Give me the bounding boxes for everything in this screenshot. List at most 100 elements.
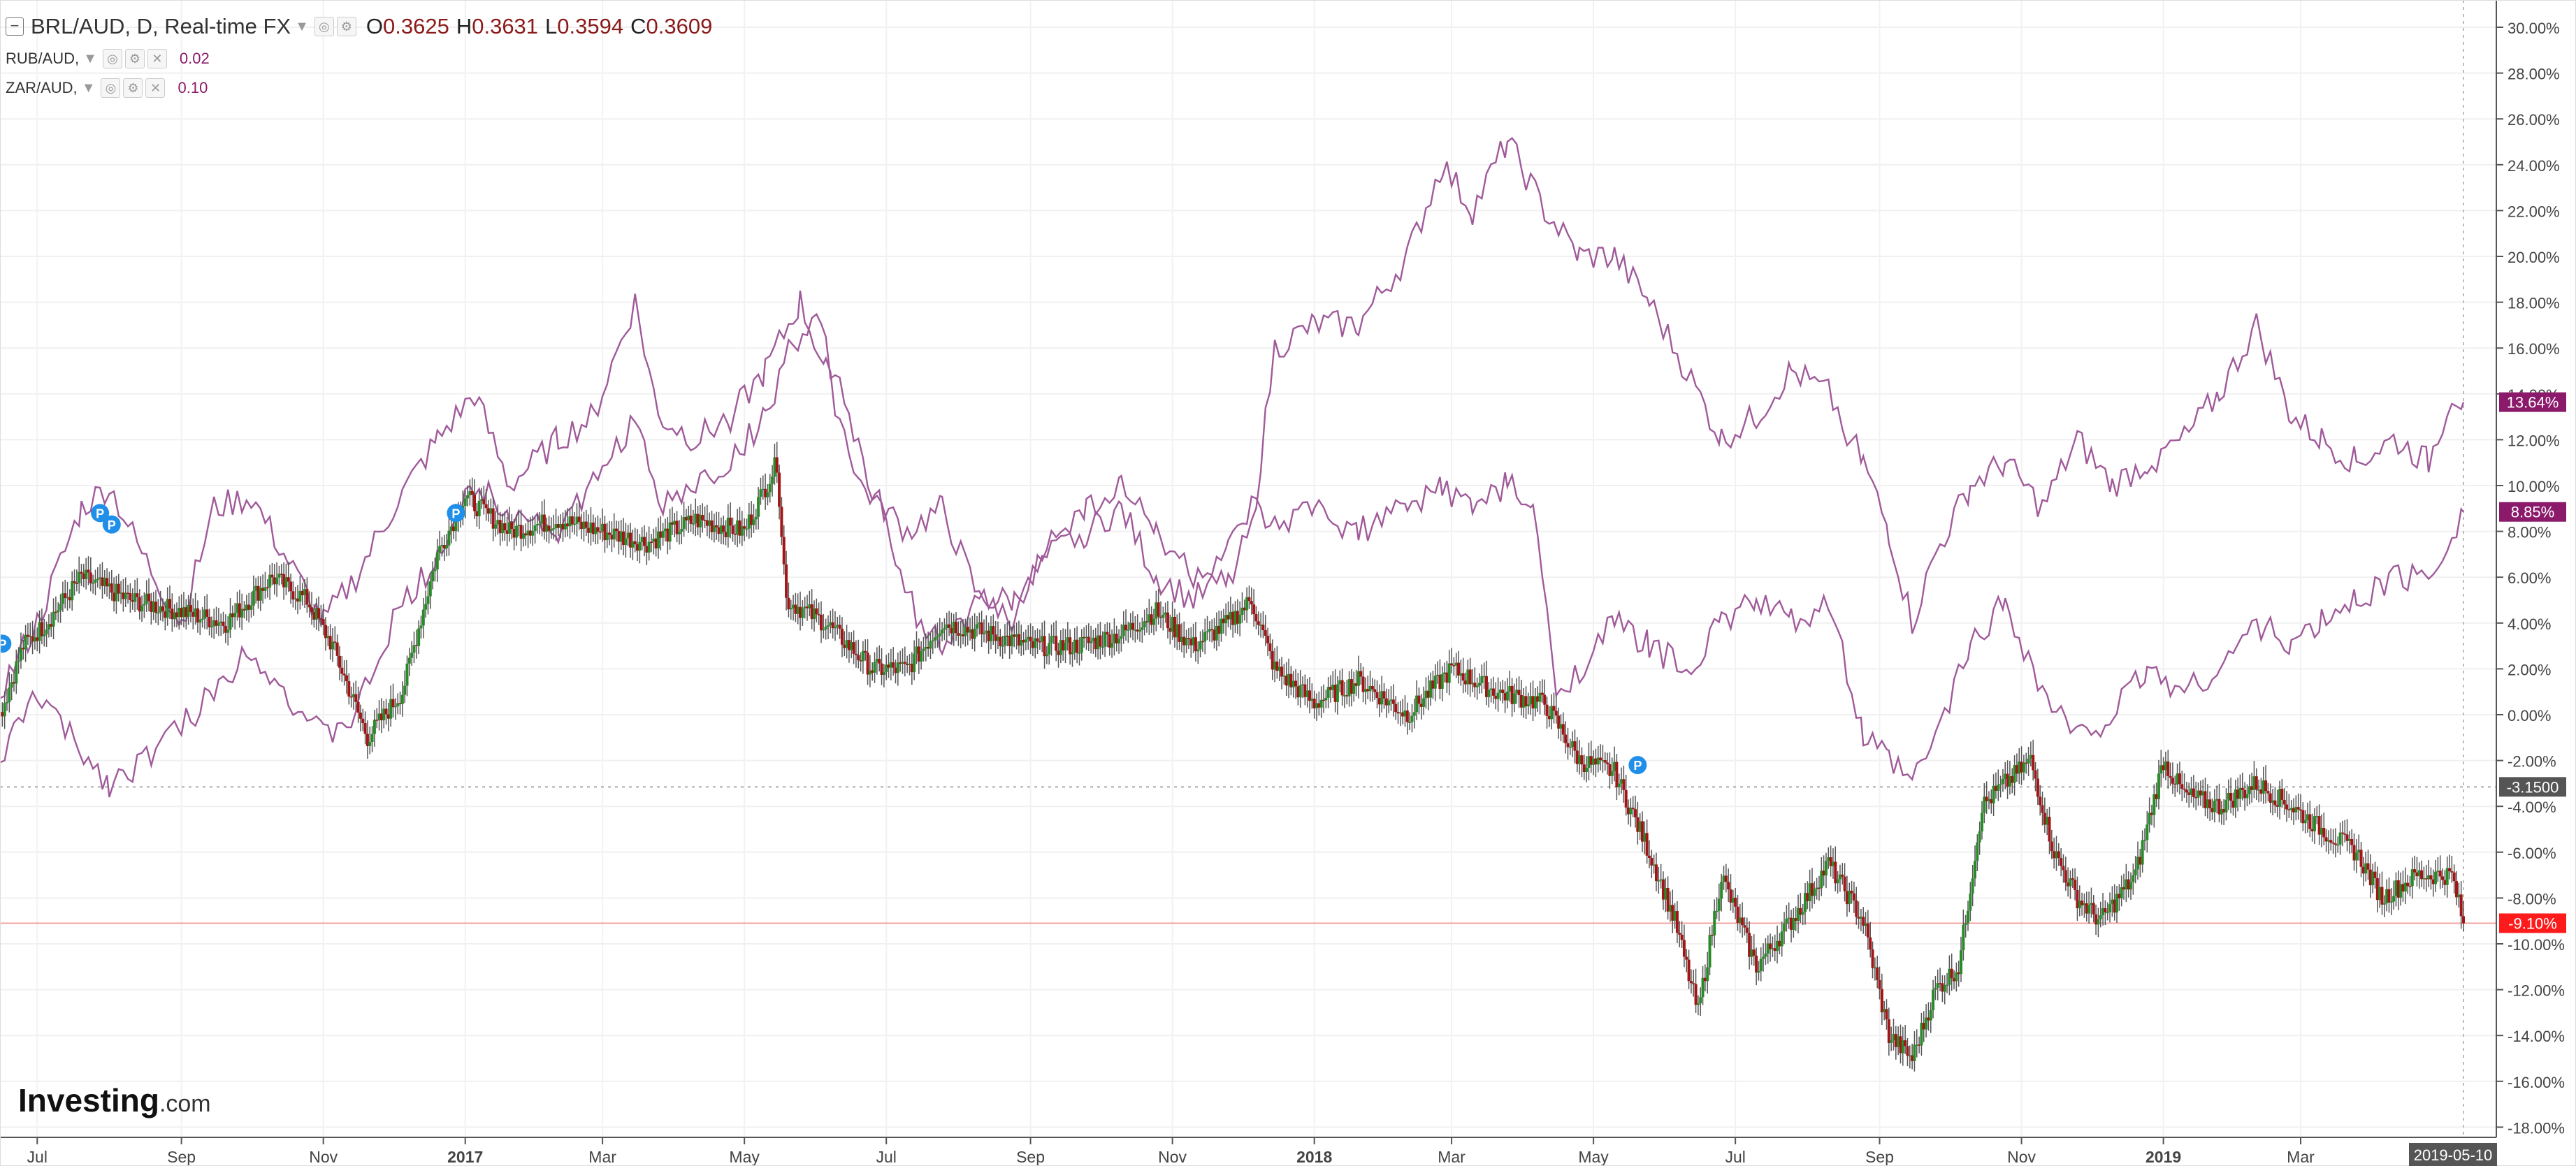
candle-body	[1384, 698, 1388, 706]
legend-zar-symbol[interactable]: ZAR/AUD,	[6, 79, 78, 96]
legend-low-value: 0.3594	[557, 14, 624, 38]
candle-body	[1918, 1044, 1921, 1046]
candle-body	[1148, 614, 1151, 622]
chevron-down-icon[interactable]: ▼	[83, 50, 97, 66]
candle-body	[1003, 635, 1006, 646]
y-tick-label: 18.00%	[2508, 295, 2560, 312]
candle-body	[1408, 722, 1412, 724]
eye-icon[interactable]: ◎	[102, 49, 122, 68]
candle-body	[2387, 889, 2391, 903]
candle-body	[1620, 779, 1623, 784]
candle-body	[1794, 918, 1797, 921]
y-tick-label: 4.00%	[2508, 615, 2551, 633]
logo-suffix: .com	[159, 1091, 211, 1117]
legend-main-symbol[interactable]: BRL/AUD, D, Real-time FX	[31, 14, 291, 38]
candle-body	[1589, 756, 1593, 765]
candle-body	[2333, 843, 2337, 845]
close-icon[interactable]: ✕	[145, 78, 166, 98]
candle-body	[2092, 903, 2095, 914]
candle-body	[131, 599, 134, 602]
candle-body	[1515, 690, 1519, 694]
candle-body	[1099, 635, 1102, 647]
candle-body	[29, 636, 32, 638]
eye-icon[interactable]: ◎	[314, 17, 334, 36]
candle-body	[236, 603, 239, 613]
close-icon[interactable]: ✕	[147, 49, 167, 68]
candle-body	[1171, 616, 1174, 632]
candle-body	[1943, 985, 1946, 992]
candle-body	[638, 541, 642, 551]
candle-body	[59, 604, 62, 611]
candle-body	[1636, 817, 1640, 832]
candle-body	[1333, 685, 1337, 702]
candle-body	[1790, 917, 1793, 930]
collapse-icon[interactable]: −	[6, 17, 24, 36]
settings-icon[interactable]: ⚙	[123, 78, 143, 98]
candle-body	[2429, 875, 2433, 880]
candle-body	[1848, 890, 1851, 905]
candle-body	[1356, 671, 1360, 686]
candle-body	[1824, 861, 1828, 876]
candle-body	[426, 596, 430, 604]
candle-body	[601, 523, 605, 532]
candle-body	[1127, 629, 1130, 631]
candle-body	[45, 629, 48, 634]
chevron-down-icon[interactable]: ▼	[295, 18, 309, 34]
candle-body	[1308, 690, 1312, 701]
candle-body	[1950, 968, 1953, 979]
candle-body	[463, 498, 467, 506]
candle-body	[452, 526, 456, 532]
candle-body	[985, 630, 988, 633]
y-tick-label: -2.00%	[2508, 753, 2556, 771]
candle-body	[71, 581, 74, 601]
candle-body	[438, 546, 442, 553]
candle-body	[542, 514, 546, 532]
candle-body	[1178, 624, 1181, 642]
last-date-label: 2019-05-10	[2414, 1146, 2493, 1164]
candle-body	[1932, 989, 1935, 1011]
candle-body	[1231, 611, 1235, 625]
candle-body	[2027, 758, 2030, 764]
candle-body	[1254, 613, 1258, 622]
candle-body	[561, 524, 565, 530]
candle-body	[52, 611, 55, 627]
candle-body	[1484, 676, 1488, 697]
candle-body	[473, 495, 477, 511]
x-tick-label: Nov	[2007, 1148, 2036, 1166]
candle-body	[1531, 696, 1535, 709]
candle-body	[1247, 597, 1251, 602]
candle-body	[1987, 799, 1990, 801]
candle-body	[1764, 953, 1767, 957]
candle-body	[775, 457, 779, 473]
candle-body	[389, 699, 393, 719]
eye-icon[interactable]: ◎	[101, 78, 121, 98]
candle-body	[1059, 640, 1062, 655]
candle-body	[249, 605, 253, 610]
settings-icon[interactable]: ⚙	[124, 49, 145, 68]
candle-body	[379, 713, 383, 721]
candle-body	[1866, 923, 1869, 938]
candle-body	[885, 664, 888, 672]
candle-body	[1331, 685, 1335, 690]
chevron-down-icon[interactable]: ▼	[81, 80, 96, 96]
candle-body	[2129, 882, 2133, 890]
legend-rub-symbol[interactable]: RUB/AUD,	[6, 50, 80, 67]
candle-body	[1736, 906, 1739, 923]
candle-body	[2171, 778, 2174, 784]
candle-body	[2457, 894, 2461, 898]
candle-body	[938, 633, 941, 636]
candle-body	[577, 516, 581, 522]
candle-body	[694, 513, 697, 524]
candle-body	[1564, 734, 1568, 743]
candle-body	[2306, 814, 2309, 820]
candle-body	[212, 620, 216, 627]
candle-body	[1985, 796, 1988, 801]
candle-body	[1050, 636, 1053, 643]
candle-body	[668, 522, 672, 542]
candle-body	[1199, 641, 1202, 650]
candle-body	[1208, 629, 1211, 632]
settings-icon[interactable]: ⚙	[336, 17, 356, 36]
candle-body	[73, 581, 76, 583]
candle-body	[999, 636, 1002, 646]
